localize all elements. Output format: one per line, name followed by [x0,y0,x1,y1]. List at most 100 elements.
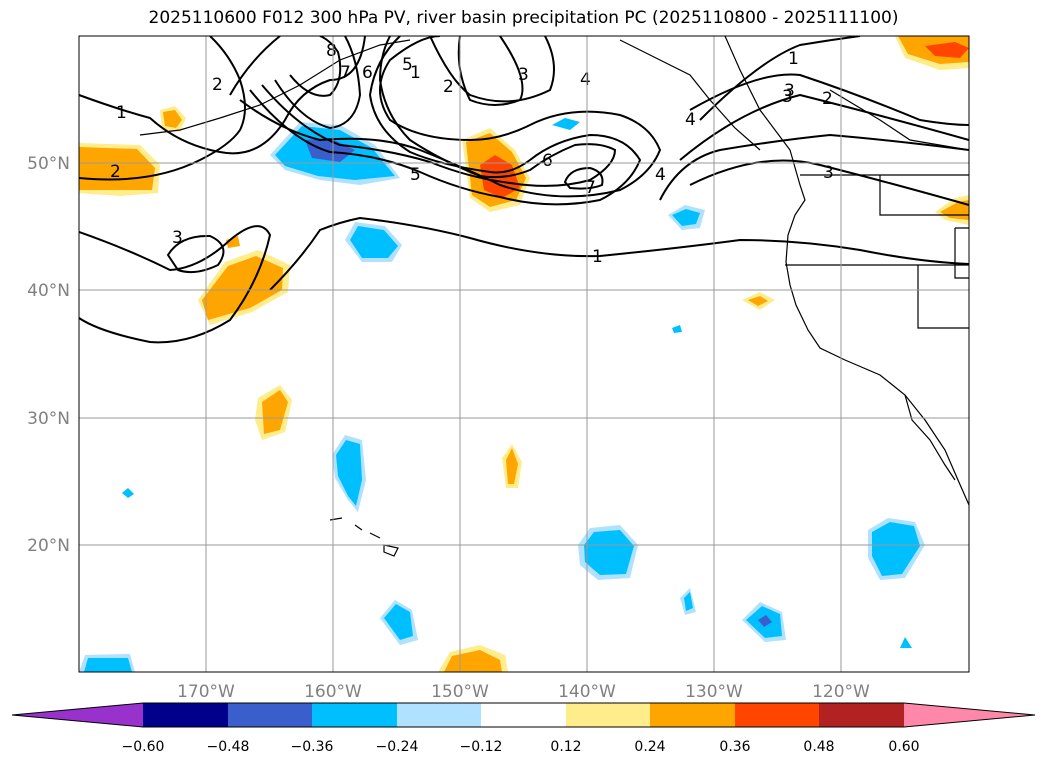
coastlines [139,36,969,557]
lon-label: 130°W [685,682,743,702]
lon-label: 170°W [177,682,235,702]
positive-anomaly-region [748,296,768,306]
negative-anomaly-region [336,440,362,506]
contour-label: 3 [518,65,529,85]
border-canada-provinces [829,89,969,151]
pv-contour-3 [689,159,969,206]
coastline-southeast-alaska [619,39,761,151]
contour-label: 4 [580,70,591,90]
contour-label: 8 [326,41,337,61]
colorbar-segment [735,703,819,727]
colorbar-segment [312,703,397,727]
coastline-north-america [724,36,969,506]
colorbar-tick-label: −0.12 [460,739,503,755]
colorbar-segment [397,703,481,727]
colorbar-outline [11,702,1036,728]
colorbar-tick-label: 0.24 [634,739,665,755]
contour-label: 1 [116,103,127,123]
lat-tick-labels: 50°N 40°N 30°N 20°N [27,154,70,556]
negative-anomaly-region [350,226,398,258]
lat-label: 40°N [27,281,70,301]
negative-anomaly-region [758,615,772,627]
contour-label: 3 [823,163,834,183]
colorbar-tick-label: 0.60 [888,739,919,755]
colorbar-tick-label: −0.60 [122,739,165,755]
negative-anomaly-region [672,325,682,333]
positive-anomaly-region [262,390,288,434]
colorbar-high-extend [904,703,1035,727]
pv-contour-1 [79,36,366,155]
lon-label: 140°W [558,682,616,702]
positive-anomaly-region [506,448,518,484]
contour-label: 1 [592,247,603,267]
contour-label: 3 [784,81,795,101]
colorbar-segment [650,703,735,727]
map-frame [78,35,970,673]
contour-label: 7 [585,178,596,198]
pv-contours [79,36,969,344]
pv-contour-2 [79,36,246,181]
negative-anomaly-region [552,118,580,130]
pv-contour-3 [679,93,969,161]
contour-label: 3 [172,228,183,248]
negative-anomaly-region [872,522,920,576]
lon-label: 150°W [431,682,489,702]
pv-contour-2 [429,36,555,103]
contour-label: 4 [655,165,666,185]
pv-contour-8 [289,36,342,97]
negative-anomaly-region [384,604,413,640]
pv-contour-3 [166,234,225,274]
colorbar-ticks: −0.60 −0.48 −0.36 −0.24 −0.12 0.12 0.24 … [122,739,920,755]
lat-label: 50°N [27,154,70,174]
gridlines [79,36,969,672]
contour-label: 2 [443,77,454,97]
colorbar-segment [143,703,228,727]
chart-title: 2025110600 F012 300 hPa PV, river basin … [148,8,899,28]
positive-anomaly-region [925,42,969,58]
colorbar-tick-label: −0.36 [291,739,334,755]
contour-label: 2 [110,162,121,182]
negative-anomaly-region [684,592,693,611]
negative-anomaly-region [84,658,132,672]
lon-label: 120°W [812,682,870,702]
contour-label: 5 [410,165,421,185]
pv-contour-2 [689,73,969,126]
colorbar-segment [228,703,312,727]
lat-label: 20°N [27,536,70,556]
colorbar-tick-label: 0.12 [550,739,581,755]
hawaii-islands [329,517,399,557]
border-us-states [785,175,969,329]
contour-label: 3 [782,87,793,107]
lon-label: 160°W [304,682,362,702]
pv-contour-7 [563,166,604,190]
negative-anomaly-region [584,530,634,575]
coastline-baja [904,394,956,481]
negative-anomaly-region [305,138,355,162]
negative-anomaly-region [672,209,700,226]
contour-label: 2 [212,75,223,95]
map-area [79,36,969,672]
pv-contour-1 [659,133,969,201]
contour-label: 1 [410,63,421,83]
colorbar-tick-label: −0.24 [376,739,419,755]
positive-anomaly-region [163,110,182,128]
pv-contour-labels: 1 2 3 4 5 6 7 8 1 2 3 2 3 4 6 7 4 5 1 1 … [110,41,834,267]
contour-label: 5 [402,55,413,75]
positive-anomaly-region [226,236,240,248]
pv-contour-1 [79,225,272,344]
colorbar-tick-label: 0.48 [803,739,834,755]
colorbar-segment [819,703,904,727]
colorbar-tick-label: −0.48 [207,739,250,755]
contour-label: 6 [542,151,553,171]
lat-label: 30°N [27,409,70,429]
pv-contour-2 [229,36,281,96]
contour-label: 4 [685,110,696,130]
pv-contour-6 [261,36,617,187]
colorbar-segment [481,703,566,727]
contour-label: 6 [362,63,373,83]
contour-label: 2 [822,89,833,109]
pv-contour-1 [699,36,861,121]
negative-anomaly-region [900,637,912,648]
negative-anomaly-region [122,488,134,498]
